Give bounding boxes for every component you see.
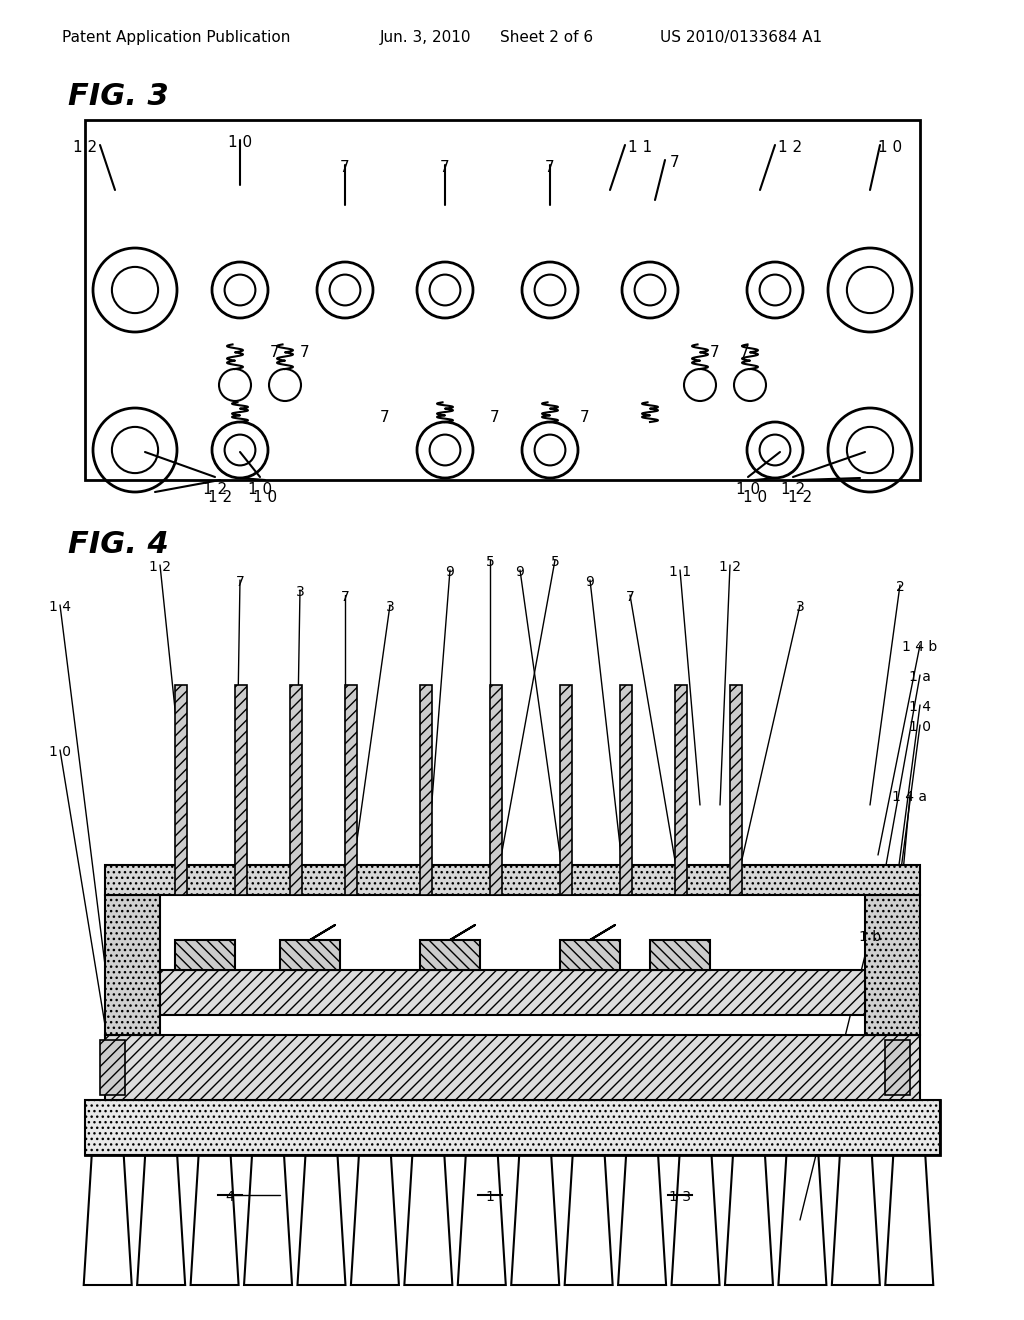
Text: 1 2: 1 2	[73, 140, 97, 154]
Polygon shape	[511, 1155, 559, 1284]
Text: 1 0: 1 0	[248, 482, 272, 498]
Text: 1 2: 1 2	[203, 482, 227, 498]
Text: 4: 4	[225, 1191, 234, 1204]
Text: 1 0: 1 0	[228, 135, 252, 150]
Polygon shape	[778, 1155, 826, 1284]
Text: 1 4 a: 1 4 a	[893, 789, 928, 804]
Text: 1 0: 1 0	[878, 140, 902, 154]
Text: 1 1: 1 1	[628, 140, 652, 154]
Text: 1 0: 1 0	[253, 490, 278, 506]
Text: 2: 2	[896, 579, 904, 594]
Bar	[675, 685, 687, 895]
Bar	[345, 685, 357, 895]
Bar	[560, 685, 572, 895]
Polygon shape	[564, 1155, 612, 1284]
Text: 7: 7	[236, 576, 245, 589]
Text: 3: 3	[296, 585, 304, 599]
Text: 7: 7	[380, 411, 389, 425]
Polygon shape	[831, 1155, 880, 1284]
Text: FIG. 3: FIG. 3	[68, 82, 169, 111]
Text: 5: 5	[485, 554, 495, 569]
Bar	[175, 685, 187, 895]
Text: 7: 7	[580, 411, 590, 425]
Polygon shape	[458, 1155, 506, 1284]
Bar	[280, 940, 340, 970]
Text: 1 0: 1 0	[909, 719, 931, 734]
Text: Sheet 2 of 6: Sheet 2 of 6	[500, 30, 593, 45]
Bar	[420, 940, 480, 970]
Text: 9: 9	[445, 565, 455, 579]
Bar	[160, 970, 865, 1015]
Bar	[85, 1100, 940, 1155]
Text: 7: 7	[340, 160, 350, 176]
Text: 7: 7	[626, 590, 635, 605]
Bar	[560, 940, 620, 970]
Bar	[175, 940, 234, 970]
Text: 1 2: 1 2	[150, 560, 171, 574]
Text: 7: 7	[545, 160, 555, 176]
Text: 7: 7	[270, 345, 280, 360]
Polygon shape	[244, 1155, 292, 1284]
Text: 7: 7	[490, 411, 500, 425]
Bar	[105, 1035, 920, 1100]
Text: 7: 7	[440, 160, 450, 176]
Text: 3: 3	[386, 601, 394, 614]
Text: 9: 9	[586, 576, 595, 589]
Text: 5: 5	[551, 554, 559, 569]
Text: 7: 7	[341, 590, 349, 605]
Text: 1 3: 1 3	[669, 1191, 691, 1204]
Polygon shape	[725, 1155, 773, 1284]
Text: 7: 7	[670, 154, 680, 170]
Bar	[85, 1100, 940, 1155]
Text: 1 0: 1 0	[736, 482, 760, 498]
Text: US 2010/0133684 A1: US 2010/0133684 A1	[660, 30, 822, 45]
Text: 1 1: 1 1	[669, 565, 691, 579]
Text: 3: 3	[796, 601, 805, 614]
Text: 1: 1	[485, 1191, 495, 1204]
Bar	[234, 685, 247, 895]
Text: 1 2: 1 2	[781, 482, 805, 498]
Text: 1 0: 1 0	[49, 744, 71, 759]
Text: FIG. 4: FIG. 4	[68, 531, 169, 558]
Text: 1 2: 1 2	[778, 140, 802, 154]
Polygon shape	[351, 1155, 399, 1284]
Text: 1 4: 1 4	[909, 700, 931, 714]
Text: Patent Application Publication: Patent Application Publication	[62, 30, 291, 45]
Polygon shape	[137, 1155, 185, 1284]
Bar	[100, 1040, 125, 1096]
Bar	[85, 120, 920, 480]
Polygon shape	[84, 1155, 132, 1284]
Bar	[730, 685, 742, 895]
Bar	[620, 685, 632, 895]
Polygon shape	[672, 1155, 720, 1284]
Bar	[105, 865, 920, 895]
Polygon shape	[618, 1155, 666, 1284]
Text: 7: 7	[740, 345, 750, 360]
Text: 1 a: 1 a	[909, 671, 931, 684]
Polygon shape	[404, 1155, 453, 1284]
Polygon shape	[190, 1155, 239, 1284]
Bar	[420, 685, 432, 895]
Text: 1 0: 1 0	[743, 490, 767, 506]
Text: 7: 7	[710, 345, 720, 360]
Text: 1 2: 1 2	[208, 490, 232, 506]
Text: 1 2: 1 2	[719, 560, 741, 574]
Bar	[490, 685, 502, 895]
Text: 7: 7	[300, 345, 309, 360]
Bar	[290, 685, 302, 895]
Bar	[865, 895, 920, 1035]
Bar	[885, 1040, 910, 1096]
Bar	[105, 895, 160, 1035]
Text: 1 4: 1 4	[49, 601, 71, 614]
Text: 1 4 b: 1 4 b	[902, 640, 938, 653]
Polygon shape	[886, 1155, 933, 1284]
Text: 1 b: 1 b	[859, 931, 881, 944]
Text: 1 2: 1 2	[787, 490, 812, 506]
Text: 9: 9	[515, 565, 524, 579]
Text: Jun. 3, 2010: Jun. 3, 2010	[380, 30, 471, 45]
Bar	[650, 940, 710, 970]
Polygon shape	[297, 1155, 345, 1284]
